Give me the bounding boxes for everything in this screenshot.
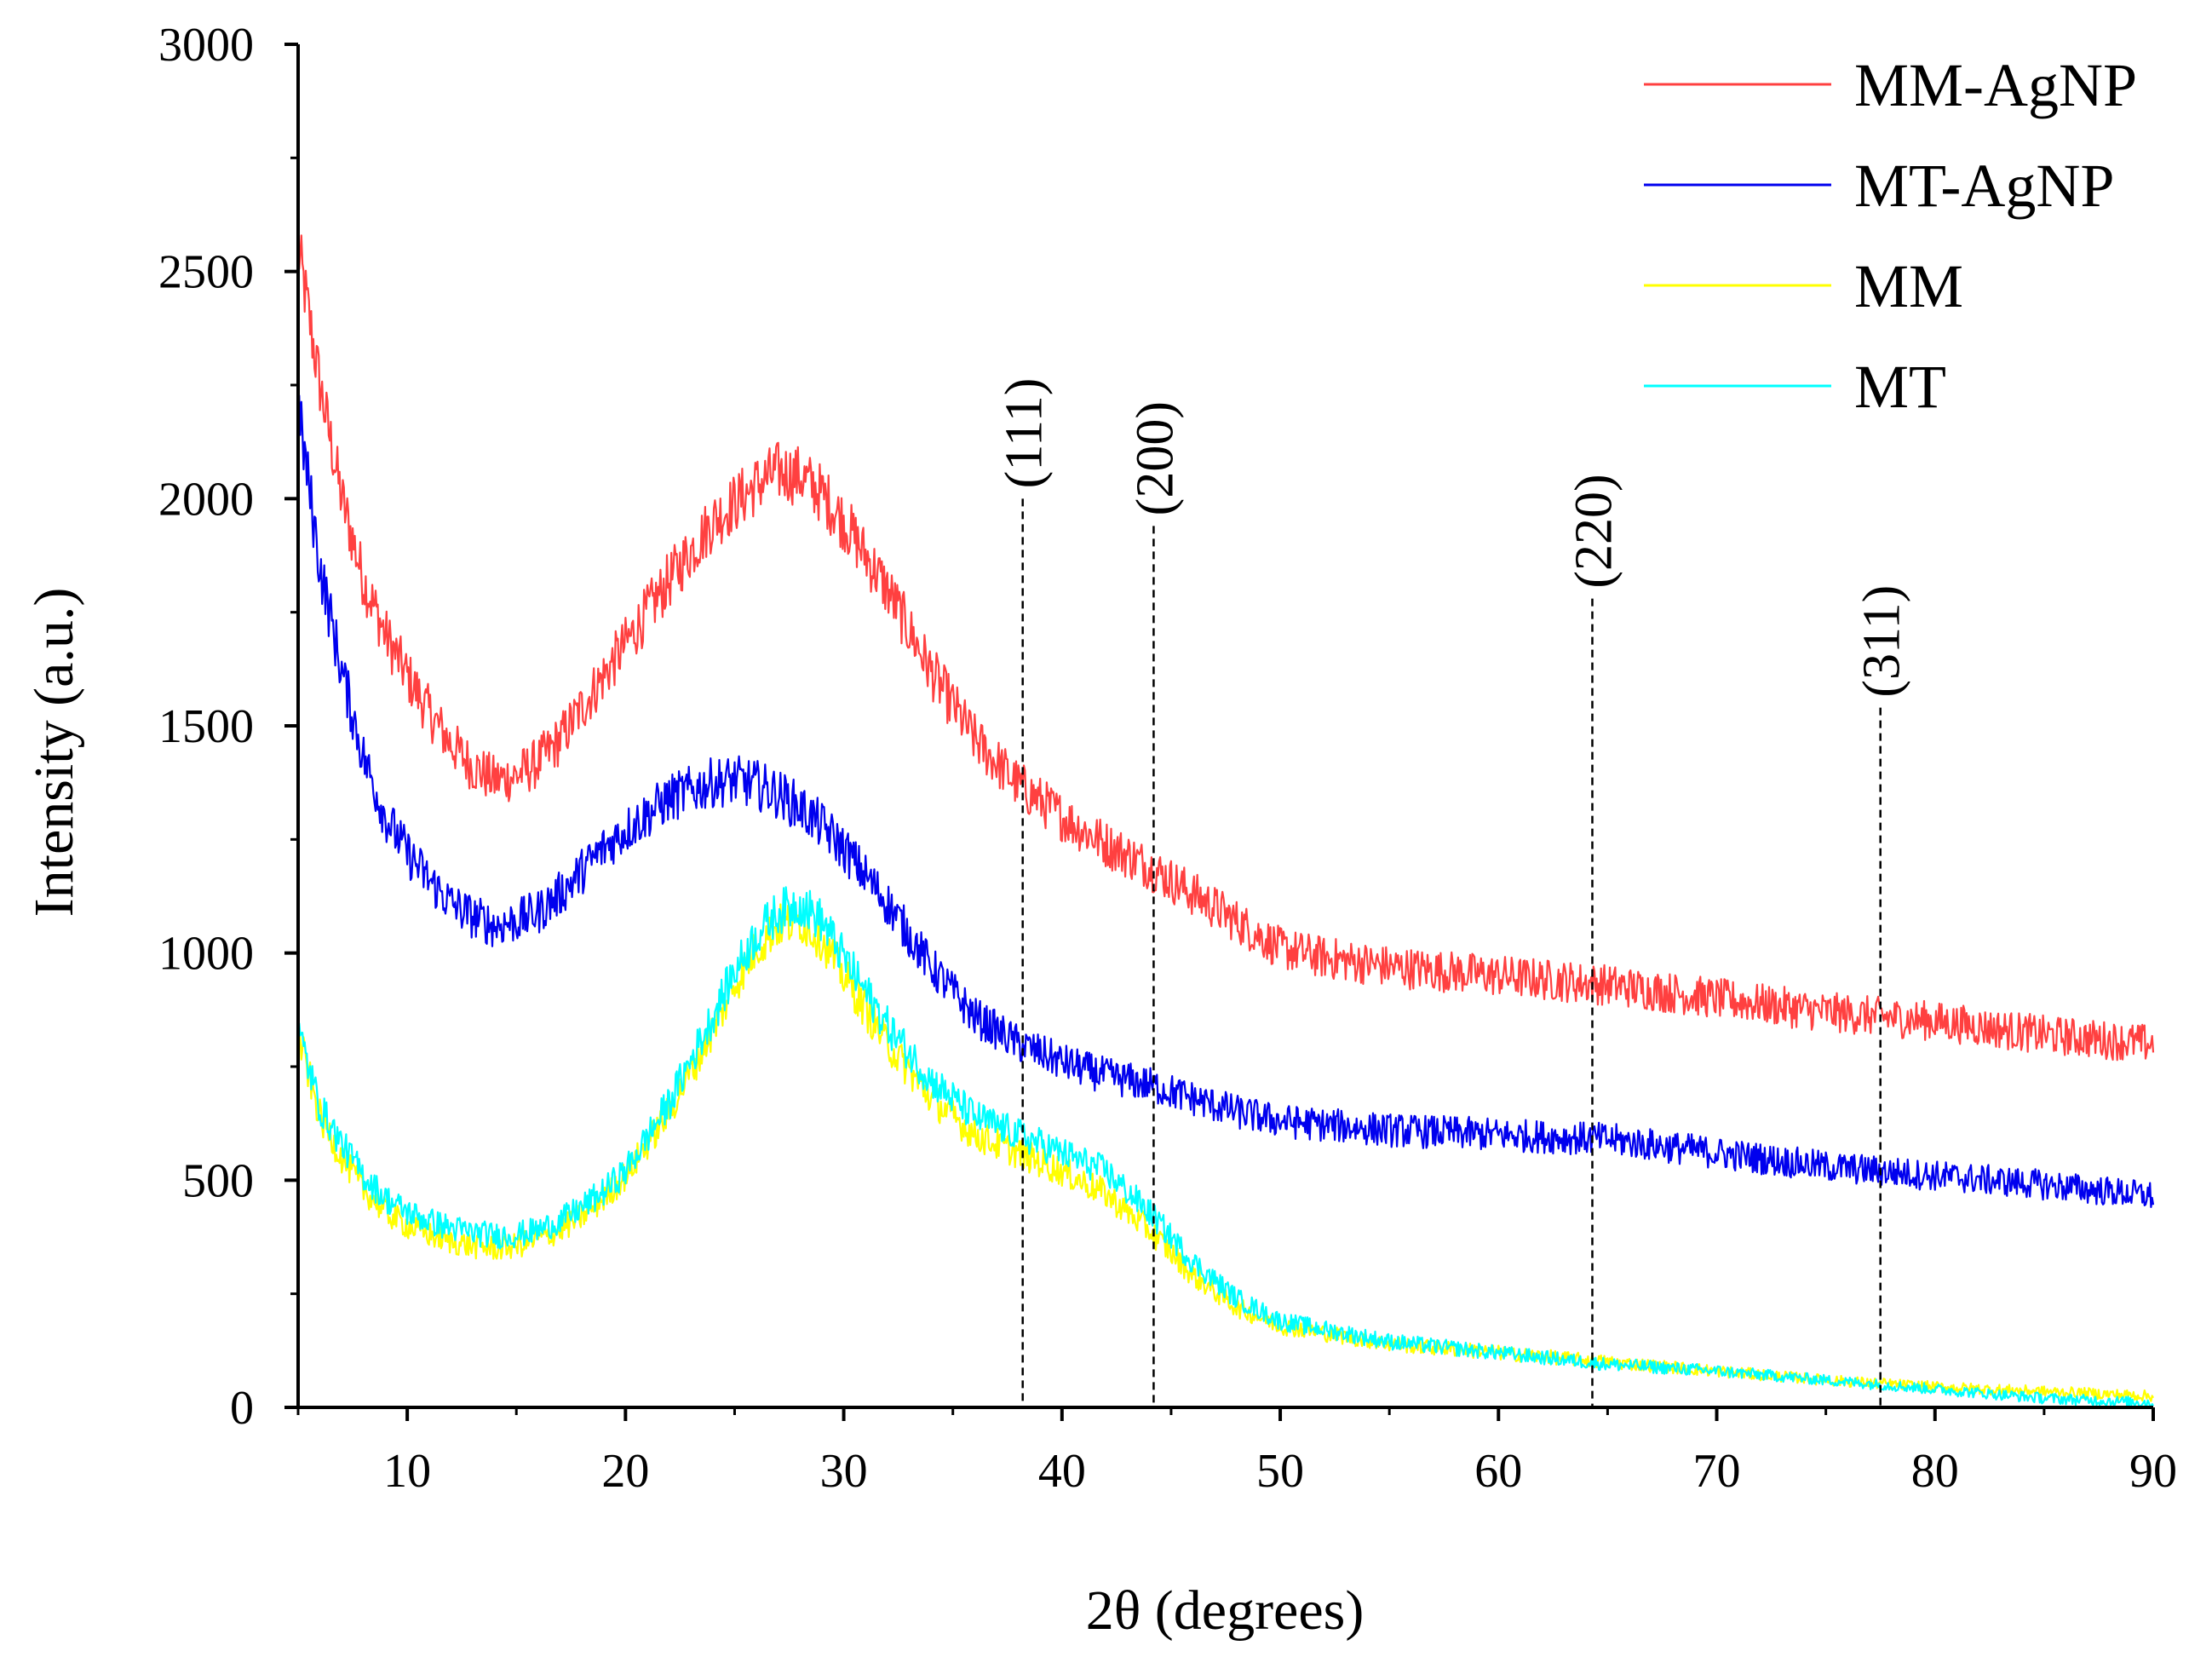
legend: MM-AgNP MT-AgNP MM MT: [1644, 51, 2137, 421]
y-tick-label-2000: 2000: [158, 473, 254, 526]
series-line-mt-agnp: [296, 394, 2155, 1208]
reference-lines-layer: (111) (200) (220) (311): [996, 378, 1911, 1407]
x-tick-label-90: 90: [2129, 1445, 2177, 1498]
x-tick-label-10: 10: [383, 1445, 431, 1498]
x-axis-title: 2θ (degrees): [1086, 1579, 1365, 1642]
x-tick-label-70: 70: [1693, 1445, 1741, 1498]
series-line-mt: [296, 886, 2154, 1408]
x-tick-label-20: 20: [601, 1445, 649, 1498]
y-tick-label-0: 0: [230, 1382, 254, 1435]
y-tick-label-1000: 1000: [158, 928, 254, 981]
legend-label-mm: MM: [1854, 252, 1963, 320]
y-tick-label-1500: 1500: [158, 700, 254, 753]
x-tick-label-60: 60: [1474, 1445, 1522, 1498]
legend-label-mt: MT: [1854, 353, 1946, 421]
y-tick-label-2500: 2500: [158, 246, 254, 299]
peak-label-220: (220): [1565, 474, 1623, 588]
x-tick-label-80: 80: [1911, 1445, 1959, 1498]
peak-label-111: (111): [996, 378, 1054, 489]
series-line-mm-agnp: [296, 234, 2155, 1062]
y-tick-label-500: 500: [182, 1154, 254, 1207]
x-tick-label-40: 40: [1038, 1445, 1086, 1498]
x-tick-label-30: 30: [820, 1445, 868, 1498]
legend-label-mm-agnp: MM-AgNP: [1854, 51, 2137, 119]
peak-label-200: (200): [1126, 401, 1184, 515]
y-axis-title: Intensity (a.u.): [23, 588, 85, 918]
series-layer: [296, 234, 2155, 1408]
peak-label-311: (311): [1853, 585, 1911, 698]
y-tick-label-3000: 3000: [158, 19, 254, 72]
legend-label-mt-agnp: MT-AgNP: [1854, 152, 2114, 220]
axes-layer: 0 500 1000 1500 2000 2500 3000 10 20 30 40 50 60 70 80…: [158, 19, 2177, 1498]
series-line-mm: [296, 903, 2154, 1402]
x-tick-label-50: 50: [1256, 1445, 1304, 1498]
